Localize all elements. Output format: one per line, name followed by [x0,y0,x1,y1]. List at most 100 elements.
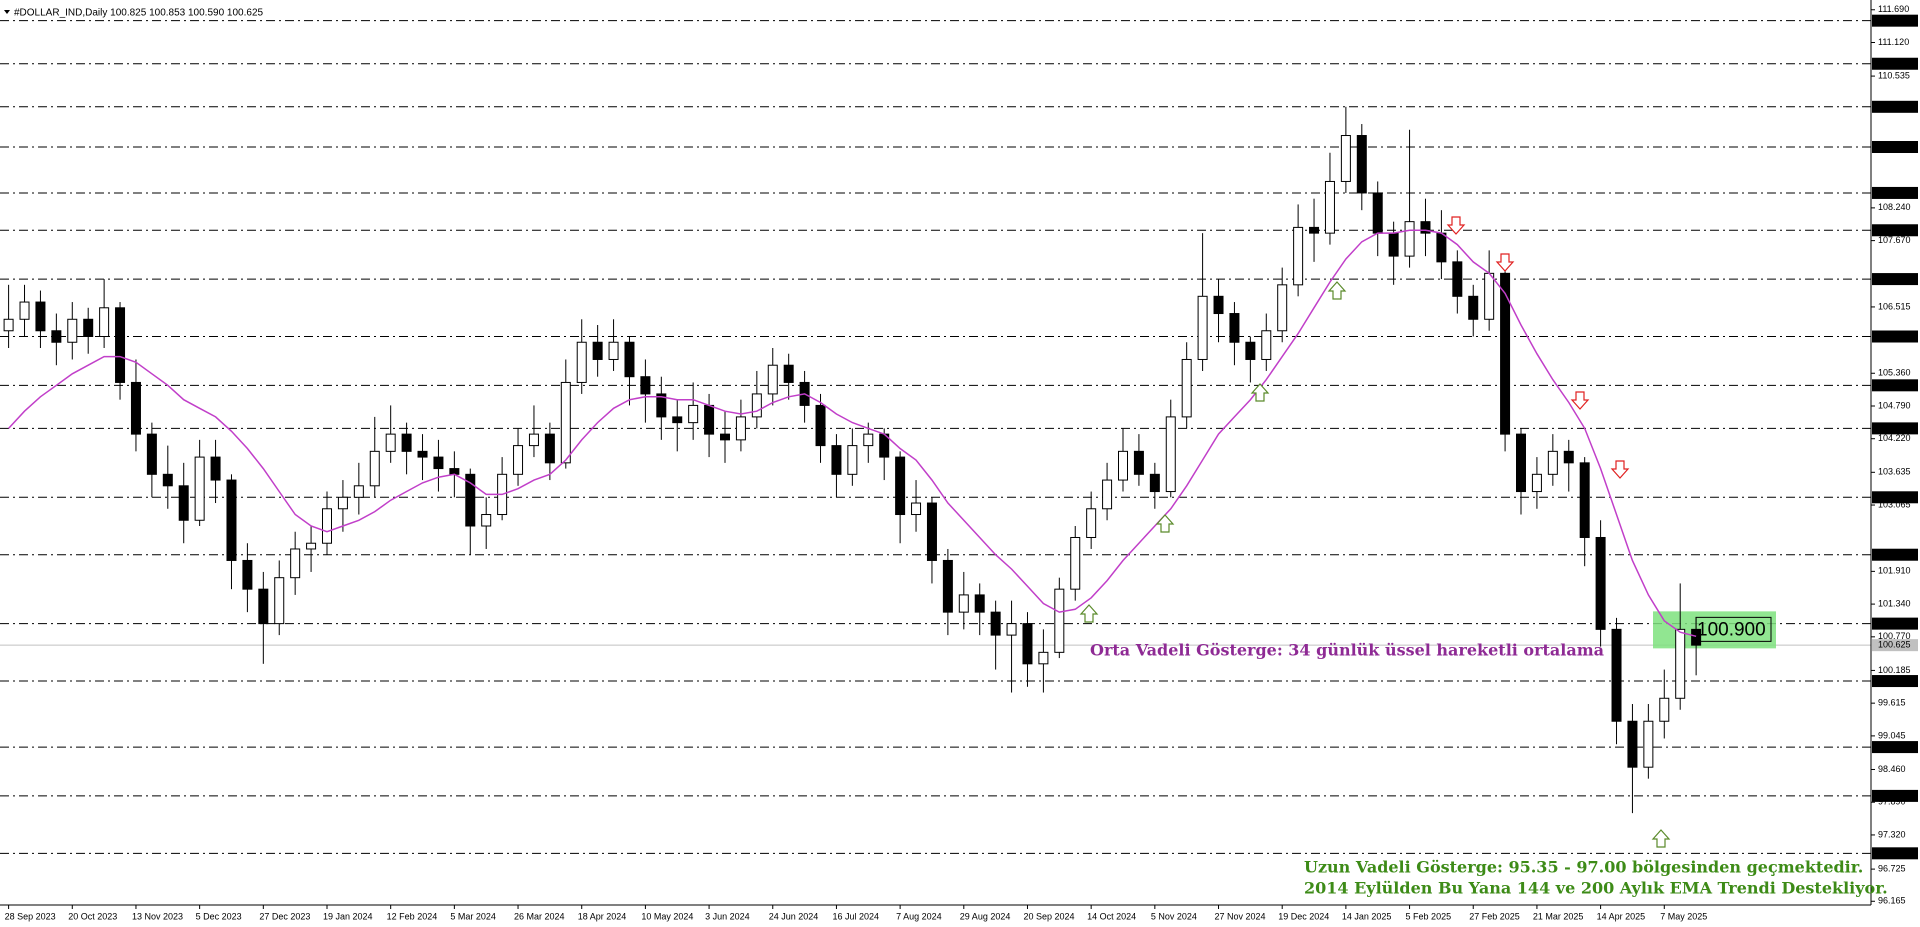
y-tick-label: 101.340 [1878,598,1911,608]
x-tick-label: 5 Nov 2024 [1151,911,1197,921]
x-tick-label: 10 May 2024 [641,911,693,921]
candle-body [1245,341,1256,360]
candle-body [640,376,651,395]
candle-body [433,456,444,470]
candle-body [1643,720,1654,768]
level-label: 103.200 [1878,492,1911,502]
candle-body [353,485,364,498]
y-tick-label: 99.045 [1878,730,1906,740]
price-box-label: 100.900 [1697,619,1766,640]
level-label: 110.000 [1878,101,1910,111]
x-tick-label: 16 Jul 2024 [832,911,879,921]
candle-body [783,364,794,383]
x-tick-label: 12 Feb 2024 [387,911,438,921]
candle-body [1611,628,1622,722]
x-tick-label: 7 Aug 2024 [896,911,942,921]
candle-body [1006,623,1017,636]
x-tick-label: 27 Feb 2025 [1469,911,1520,921]
ema-annotation: Orta Vadeli Gösterge: 34 günlük üssel ha… [1090,641,1604,660]
x-tick-label: 14 Jan 2025 [1342,911,1392,921]
candle-body [1324,180,1335,234]
candle-body [751,393,762,418]
candle-body [1133,450,1144,475]
level-label: 106.000 [1878,331,1911,341]
candle-body [258,588,269,625]
candle-body [3,318,14,332]
level-label: 100.000 [1878,675,1911,685]
y-tick-label: 103.065 [1878,499,1911,509]
long-term-annotation: Uzun Vadeli Gösterge: 95.35 - 97.00 bölg… [1304,858,1863,877]
level-tag [1872,330,1918,343]
level-tag [1872,847,1918,860]
y-tick-label: 101.910 [1878,566,1911,576]
candle-body [465,473,476,527]
plot-area: 100.900 [0,20,1871,854]
candle-body [1086,508,1097,538]
candle-body [481,514,492,527]
level-tag [1872,186,1918,199]
y-tick-label: 96.725 [1878,863,1906,873]
level-label: 109.300 [1878,141,1911,151]
candle-body [1149,473,1160,493]
y-tick-label: 103.635 [1878,467,1911,477]
last-price-label: 100.625 [1878,640,1911,650]
level-tag [1872,100,1918,113]
candle-body [1691,628,1702,646]
candle-body [926,502,937,561]
level-label: 98.850 [1878,741,1906,751]
y-tick-label: 100.185 [1878,665,1911,675]
candle-body [19,301,30,320]
candle-body [688,404,699,424]
level-tag [1872,379,1918,392]
candle-body [1579,462,1590,538]
candle-body [1261,330,1272,360]
y-tick-label: 97.320 [1878,829,1906,839]
x-tick-label: 26 Mar 2024 [514,911,565,921]
y-tick-label: 104.220 [1878,433,1911,443]
candle-body [1420,221,1431,234]
candle-body [1277,284,1288,332]
candle-body [1213,295,1224,315]
y-tick-label: 104.790 [1878,400,1911,410]
x-tick-label: 27 Dec 2023 [259,911,310,921]
y-tick-label: 96.165 [1878,896,1906,906]
candle-body [624,341,635,378]
last-price-tag [1872,639,1918,652]
candle-body [449,468,460,475]
candle-body [560,381,571,464]
candle-body [831,445,842,475]
y-tick-label: 98.460 [1878,764,1906,774]
x-tick-label: 20 Oct 2023 [68,911,117,921]
ema-line [8,229,1697,638]
candle-body [1181,358,1192,418]
candle-body [608,341,619,360]
level-tag [1872,789,1918,802]
candle-body [735,416,746,441]
x-tick-label: 5 Dec 2023 [196,911,242,921]
candle-body [1356,135,1367,194]
candle-body [385,433,396,452]
header-menu-icon [4,10,10,14]
level-label: 97.000 [1878,848,1906,858]
candle-body [958,594,969,613]
x-tick-label: 19 Dec 2024 [1278,911,1329,921]
candle-body [67,318,78,343]
candle-body [513,445,524,475]
candle-body [1022,623,1033,665]
candle-body [178,485,189,521]
x-tick-label: 29 Aug 2024 [960,911,1011,921]
candle-body [1675,628,1686,699]
candle-body [1102,479,1113,510]
candle-body [1500,272,1511,435]
level-tag [1872,741,1918,754]
candle-body [417,450,428,458]
level-tag [1872,57,1918,70]
y-tick-label: 100.770 [1878,631,1911,641]
level-label: 111.500 [1878,15,1909,25]
candle-body [290,548,301,579]
candle-body [1229,313,1240,343]
candle-body [656,393,667,418]
level-label: 107.850 [1878,225,1911,235]
y-tick-label: 106.515 [1878,301,1911,311]
